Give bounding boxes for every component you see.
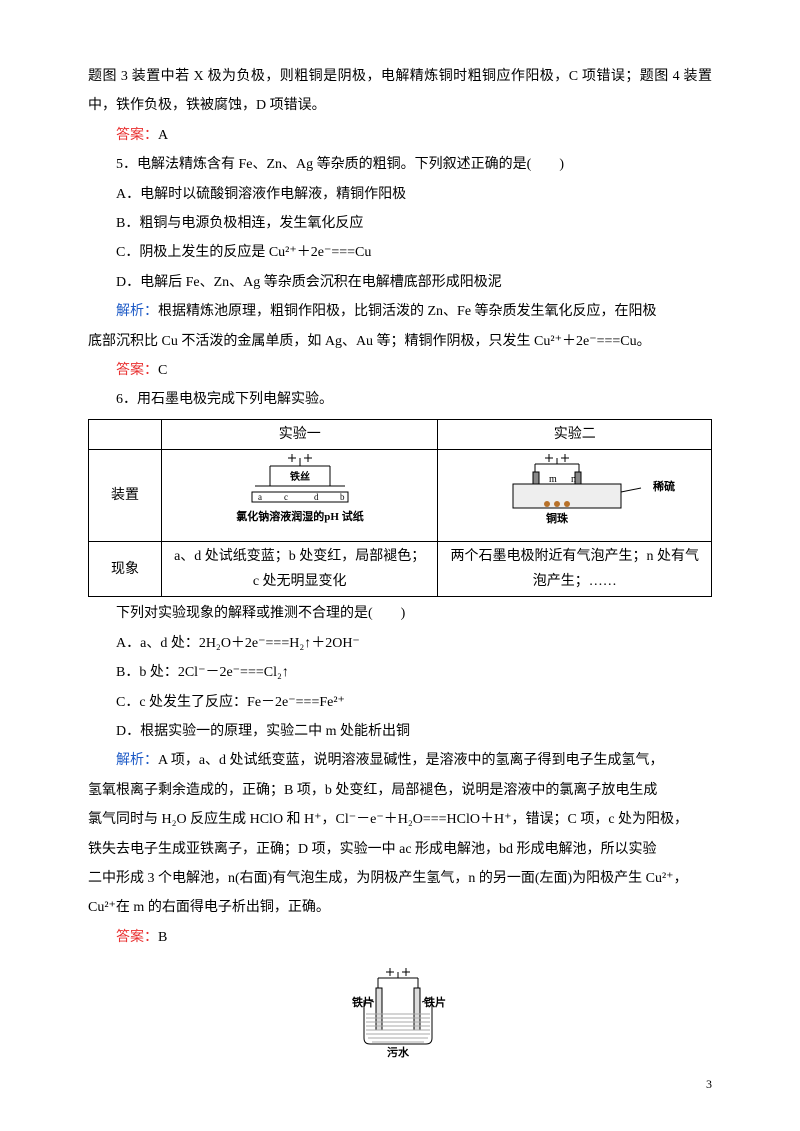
answer-label: 答案： — [116, 930, 158, 945]
footer-label-right: 铁片 — [424, 995, 446, 1009]
question-5-option-c: C．阴极上发生的反应是 Cu²⁺＋2e⁻===Cu — [88, 238, 712, 267]
pheno-2: 两个石墨电极附近有气泡产生；n 处有气泡产生；…… — [438, 542, 712, 597]
answer-value: C — [158, 363, 167, 378]
page: 题图 3 装置中若 X 极为负极，则粗铜是阴极，电解精炼铜时粗铜应作阳极，C 项… — [0, 0, 800, 1131]
svg-text:稀硫酸: 稀硫酸 — [653, 479, 675, 493]
footer-label-bottom: 污水 — [387, 1045, 410, 1058]
explanation-label: 解析： — [116, 753, 158, 768]
svg-text:d: d — [314, 492, 319, 502]
device-diagram-1: 铁丝 a c d b 氯化钠溶液润湿的pH 试纸 — [162, 449, 438, 541]
question-6-stem: 6．用石墨电极完成下列电解实验。 — [88, 385, 712, 414]
explanation-6-line4: 铁失去电子生成亚铁离子，正确；D 项，实验一中 ac 形成电解池，bd 形成电解… — [88, 835, 712, 864]
question-5-option-d: D．电解后 Fe、Zn、Ag 等杂质会沉积在电解槽底部形成阳极泥 — [88, 268, 712, 297]
explanation-text: A 项，a、d 处试纸变蓝，说明溶液显碱性，是溶液中的氢离子得到电子生成氢气， — [158, 753, 664, 768]
question-6-substem: 下列对实验现象的解释或推测不合理的是( ) — [88, 599, 712, 628]
answer-6: 答案：B — [88, 923, 712, 952]
table-header-exp2: 实验二 — [438, 419, 712, 449]
explanation-label: 解析： — [116, 304, 158, 319]
experiment-table: 实验一 实验二 装置 铁丝 a c d — [88, 419, 712, 598]
answer-label: 答案： — [116, 363, 158, 378]
answer-label: 答案： — [116, 128, 158, 143]
svg-text:铜珠: 铜珠 — [545, 511, 569, 525]
question-6-option-b: B．b 处：2Cl⁻－2e⁻===Cl₂↑ — [88, 658, 712, 687]
explanation-6-line2: 氢氧根离子剩余造成的，正确；B 项，b 处变红，局部褪色，说明是溶液中的氯离子放… — [88, 776, 712, 805]
page-number: 3 — [706, 1072, 712, 1097]
footer-diagram: 铁片 铁片 污水 — [88, 966, 712, 1069]
pheno-1: a、d 处试纸变蓝；b 处变红，局部褪色；c 处无明显变化 — [162, 542, 438, 597]
svg-text:c: c — [284, 492, 288, 502]
device-diagram-2: m n 稀硫酸 铜珠 — [438, 449, 712, 541]
explanation-text: 根据精炼池原理，粗铜作阳极，比铜活泼的 Zn、Fe 等杂质发生氧化反应，在阳极 — [158, 304, 657, 319]
question-5-stem: 5．电解法精炼含有 Fe、Zn、Ag 等杂质的粗铜。下列叙述正确的是( ) — [88, 150, 712, 179]
answer-value: B — [158, 930, 167, 945]
table-header-exp1: 实验一 — [162, 419, 438, 449]
footer-svg: 铁片 铁片 污水 — [340, 966, 460, 1058]
explanation-5-line2: 底部沉积比 Cu 不活泼的金属单质，如 Ag、Au 等；精铜作阴极，只发生 Cu… — [88, 327, 712, 356]
question-5-option-b: B．粗铜与电源负极相连，发生氧化反应 — [88, 209, 712, 238]
answer-5: 答案：C — [88, 356, 712, 385]
explanation-5-line1: 解析：根据精炼池原理，粗铜作阳极，比铜活泼的 Zn、Fe 等杂质发生氧化反应，在… — [88, 297, 712, 326]
svg-text:b: b — [340, 492, 345, 502]
device-1-svg: 铁丝 a c d b 氯化钠溶液润湿的pH 试纸 — [210, 452, 390, 530]
question-6-option-c: C．c 处发生了反应：Fe－2e⁻===Fe²⁺ — [88, 688, 712, 717]
svg-text:a: a — [258, 492, 262, 502]
svg-text:n: n — [571, 474, 576, 485]
question-6-option-d: D．根据实验一的原理，实验二中 m 处能析出铜 — [88, 717, 712, 746]
svg-text:m: m — [549, 474, 557, 485]
table-row-device-label: 装置 — [89, 449, 162, 541]
svg-text:铁丝: 铁丝 — [290, 470, 310, 483]
explanation-6-line3: 氯气同时与 H₂O 反应生成 HClO 和 H⁺，Cl⁻－e⁻＋H₂O===HC… — [88, 805, 712, 834]
device-2-svg: m n 稀硫酸 铜珠 — [475, 452, 675, 530]
explanation-6-line1: 解析：A 项，a、d 处试纸变蓝，说明溶液显碱性，是溶液中的氢离子得到电子生成氢… — [88, 746, 712, 775]
question-6-option-a: A．a、d 处：2H₂O＋2e⁻===H₂↑＋2OH⁻ — [88, 629, 712, 658]
table-row-pheno-label: 现象 — [89, 542, 162, 597]
explanation-6-line5: 二中形成 3 个电解池，n(右面)有气泡生成，为阴极产生氢气，n 的另一面(左面… — [88, 864, 712, 893]
svg-text:氯化钠溶液润湿的pH 试纸: 氯化钠溶液润湿的pH 试纸 — [236, 509, 363, 523]
explanation-6-line6: Cu²⁺在 m 的右面得电子析出铜，正确。 — [88, 893, 712, 922]
answer-value: A — [158, 128, 168, 143]
question-5-option-a: A．电解时以硫酸铜溶液作电解液，精铜作阳极 — [88, 180, 712, 209]
footer-label-left: 铁片 — [352, 995, 374, 1009]
answer-4: 答案：A — [88, 121, 712, 150]
intro-paragraph: 题图 3 装置中若 X 极为负极，则粗铜是阴极，电解精炼铜时粗铜应作阳极，C 项… — [88, 62, 712, 121]
